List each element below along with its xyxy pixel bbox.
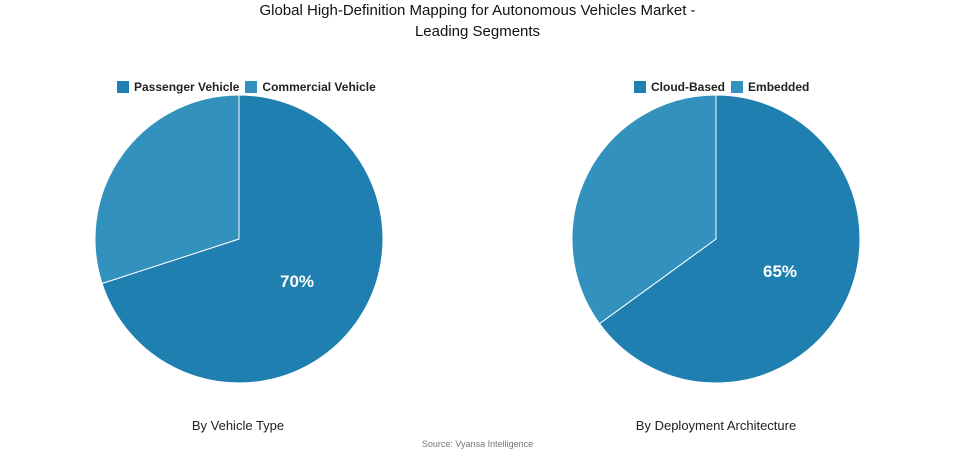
legend-item-embedded: Embedded: [731, 80, 809, 94]
legend-item-passenger-vehicle: Passenger Vehicle: [117, 80, 239, 94]
chart-title-line-1: Global High-Definition Mapping for Auton…: [259, 2, 696, 19]
chart-title-line-2: Leading Segments: [414, 23, 541, 40]
legend-swatch: [634, 81, 646, 93]
legend-label: Passenger Vehicle: [134, 80, 240, 94]
legend-item-cloud-based: Cloud-Based: [634, 80, 725, 94]
chart-title: Global High-Definition Mapping for Auton…: [0, 0, 955, 42]
legend-label: Embedded: [748, 80, 810, 94]
pie-slice-embedded: [571, 94, 717, 325]
pie-slice-passenger-vehicle: [101, 94, 384, 384]
xlabel-deployment-architecture: By Deployment Architecture: [635, 418, 797, 433]
legend-vehicle-type: Passenger Vehicle Commercial Vehicle: [117, 80, 382, 94]
legend-label: Commercial Vehicle: [262, 80, 376, 94]
legend-item-commercial-vehicle: Commercial Vehicle: [245, 80, 376, 94]
xlabel-vehicle-type: By Vehicle Type: [191, 418, 285, 433]
pie-slice-cloud-based: [598, 94, 861, 384]
pie-data-label: 70%: [280, 272, 314, 291]
pie-data-label: 65%: [763, 262, 797, 281]
pie-vehicle-type: 70%: [94, 94, 384, 384]
source-note: Source: Vyansa Intelligence: [421, 439, 534, 449]
legend-swatch: [117, 81, 129, 93]
legend-swatch: [731, 81, 744, 93]
pie-deployment-architecture: 65%: [571, 94, 861, 384]
legend-label: Cloud-Based: [651, 80, 726, 94]
pie-slice-commercial-vehicle: [94, 94, 240, 285]
legend-swatch: [245, 81, 258, 93]
legend-deployment-architecture: Cloud-Based Embedded: [634, 80, 815, 94]
